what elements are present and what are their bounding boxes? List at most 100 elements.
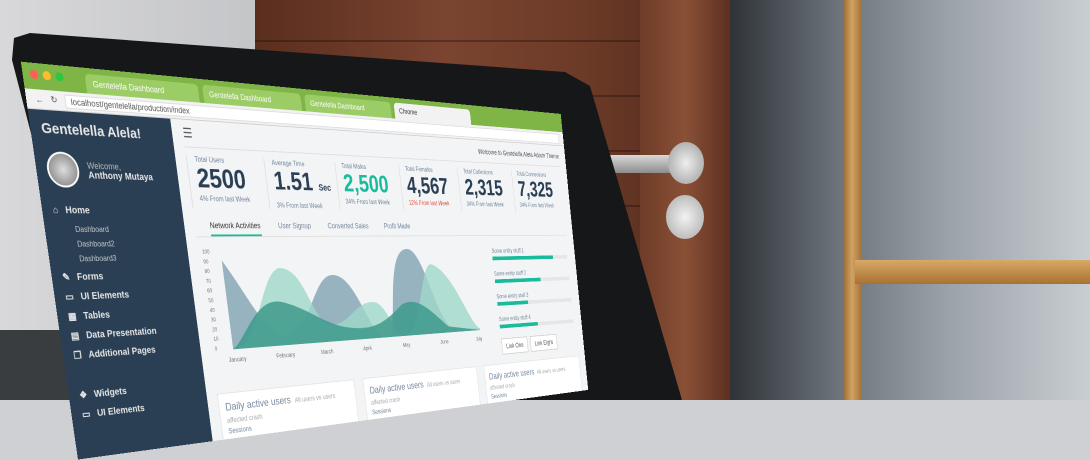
user-name: Anthony Mutaya bbox=[87, 170, 154, 183]
stat-value: 2,315 bbox=[463, 174, 504, 201]
close-icon[interactable] bbox=[29, 69, 39, 80]
sidebar-item-tables[interactable]: ▦ Tables bbox=[67, 306, 187, 323]
progress-fill bbox=[499, 321, 538, 329]
x-tick-label: June bbox=[440, 339, 449, 345]
clone-icon: ❐ bbox=[73, 350, 83, 362]
x-tick-label: February bbox=[276, 352, 296, 360]
back-icon[interactable]: ← bbox=[34, 93, 45, 105]
y-tick-label: 70 bbox=[206, 279, 212, 285]
progress-bar bbox=[492, 255, 568, 261]
avatar bbox=[44, 150, 82, 188]
area-series-2 bbox=[222, 263, 481, 350]
y-tick-label: 0 bbox=[215, 347, 218, 353]
progress-fill bbox=[492, 255, 554, 261]
stat-change: 34% From last Week bbox=[345, 197, 391, 207]
sidebar-subitem[interactable]: Dashboard2 bbox=[76, 239, 116, 249]
stat-card: Total Females 4,567 12% From last Week bbox=[398, 164, 462, 212]
profile: Welcome, Anthony Mutaya bbox=[44, 150, 171, 190]
brand-logo[interactable]: Gentelella Alela! bbox=[40, 119, 142, 143]
link-eight-button[interactable]: Link Eight bbox=[529, 333, 558, 352]
shelf-post bbox=[843, 0, 861, 400]
sidebar-item-data-presentation[interactable]: ▤ Data Presentation bbox=[70, 324, 189, 342]
stat-change: 3% From last Week bbox=[276, 201, 324, 210]
edit-icon: ✎ bbox=[61, 272, 71, 284]
tab-network-activities[interactable]: Network Activities bbox=[209, 220, 262, 237]
progress-fill bbox=[497, 300, 529, 306]
sidebar-item-home[interactable]: ⌂ Home bbox=[52, 205, 174, 217]
x-tick-label: January bbox=[228, 356, 247, 364]
x-tick-label: April bbox=[363, 346, 372, 353]
progress-fill bbox=[494, 277, 541, 284]
stat-card: Total Males 2,500 34% From last Week bbox=[334, 161, 404, 212]
sidebar-item-forms[interactable]: ✎ Forms bbox=[62, 270, 182, 284]
stat-change: 4% From last Week bbox=[199, 194, 251, 204]
minimize-icon[interactable] bbox=[42, 70, 52, 81]
chart-tabs: Network Activities User Signup Converted… bbox=[194, 220, 567, 238]
door-handle bbox=[600, 155, 690, 173]
stat-card: Total Connections 7,325 34% From last Week bbox=[510, 170, 565, 214]
column-header: Disbursement bbox=[397, 416, 430, 429]
tab-converted-sales[interactable]: Converted Sales bbox=[327, 221, 369, 230]
tab-profit-made[interactable]: Profit Made bbox=[383, 221, 411, 230]
y-tick-label: 60 bbox=[207, 289, 213, 295]
laptop-screen: Gentelella Dashboard Gentelella Dashboar… bbox=[20, 61, 589, 460]
chart-icon: ▤ bbox=[70, 330, 81, 343]
panel-row-text: App Usage across versions bbox=[230, 433, 307, 453]
daily-active-users-panel: Daily active users All users vs users aff… bbox=[362, 366, 484, 448]
progress-label: Some entity stuff 1 bbox=[491, 247, 525, 255]
progress-bar bbox=[494, 276, 570, 284]
y-tick-label: 100 bbox=[202, 250, 210, 256]
y-tick-label: 20 bbox=[212, 327, 218, 333]
sidebar-subitem[interactable]: Dashboard bbox=[74, 225, 110, 234]
daily-active-users-panel: Daily active users All users vs users aff… bbox=[483, 355, 585, 430]
y-tick-label: 40 bbox=[209, 308, 215, 314]
background-room bbox=[730, 0, 1090, 400]
y-tick-label: 90 bbox=[203, 260, 209, 266]
x-tick-label: March bbox=[321, 349, 334, 356]
sidebar-item-label: UI Elements bbox=[96, 403, 146, 419]
sidebar-item-label: Forms bbox=[76, 271, 105, 283]
menu-toggle-icon[interactable]: ☰ bbox=[181, 125, 194, 141]
sidebar-item-label: Tables bbox=[82, 309, 111, 322]
settings-item[interactable]: Settings bbox=[492, 405, 510, 415]
sidebar-item-label: Data Presentation bbox=[85, 326, 158, 342]
stat-unit: Sec bbox=[317, 182, 332, 194]
home-icon: ⌂ bbox=[52, 205, 60, 217]
sidebar-item-label: UI Elements bbox=[80, 289, 130, 303]
stat-value: 2,500 bbox=[341, 169, 390, 199]
tab-user-signup[interactable]: User Signup bbox=[277, 221, 312, 230]
x-tick-label: July bbox=[476, 336, 483, 342]
sidebar-item-label: Home bbox=[64, 205, 91, 217]
y-tick-label: 10 bbox=[213, 337, 219, 343]
stat-change: 34% From last Week bbox=[519, 201, 555, 209]
door-handle-rose bbox=[668, 142, 704, 184]
stat-card: Total Users 2500 4% From last Week bbox=[185, 154, 270, 210]
desktop-icon: ▭ bbox=[64, 291, 75, 304]
column-header: Top 5 bbox=[373, 422, 388, 432]
stat-card: Total Collections 2,315 34% From last Week bbox=[457, 167, 516, 213]
daily-active-users-panel: Daily active users All users vs users aff… bbox=[216, 379, 363, 460]
maximize-icon[interactable] bbox=[54, 71, 65, 82]
welcome-banner: Welcome to Gentelella Alela Admin Theme bbox=[477, 147, 560, 160]
sidebar-item-widgets[interactable]: ❖ Widgets bbox=[79, 380, 197, 401]
stat-change: 34% From last Week bbox=[466, 200, 505, 209]
panel-title: Daily active users bbox=[488, 366, 535, 382]
sidebar-subitem[interactable]: Dashboard3 bbox=[78, 253, 118, 264]
panel-title: Daily active users bbox=[224, 393, 292, 414]
sidebar-item-ui-elements[interactable]: ▭ UI Elements bbox=[65, 288, 185, 303]
y-tick-label: 50 bbox=[208, 298, 214, 304]
sidebar-item-label: Widgets bbox=[93, 386, 128, 400]
link-one-button[interactable]: Link One bbox=[501, 336, 529, 355]
progress-label: Some entity stuff 2 bbox=[493, 269, 527, 278]
reload-icon[interactable]: ↻ bbox=[49, 94, 59, 105]
y-tick-label: 80 bbox=[204, 269, 210, 275]
subscription-item[interactable]: Subscription bbox=[517, 400, 542, 411]
y-tick-label: 30 bbox=[211, 318, 217, 324]
sidebar-item-additional-pages[interactable]: ❐ Additional Pages bbox=[73, 343, 192, 362]
stat-value: 2500 bbox=[195, 163, 248, 195]
stat-change: 12% From last Week bbox=[408, 199, 450, 208]
stat-value: 1.51 bbox=[272, 166, 315, 197]
sidebar-item-ui-elements-2[interactable]: ▭ UI Elements bbox=[81, 398, 199, 420]
panel-title: Daily active users bbox=[368, 378, 425, 397]
